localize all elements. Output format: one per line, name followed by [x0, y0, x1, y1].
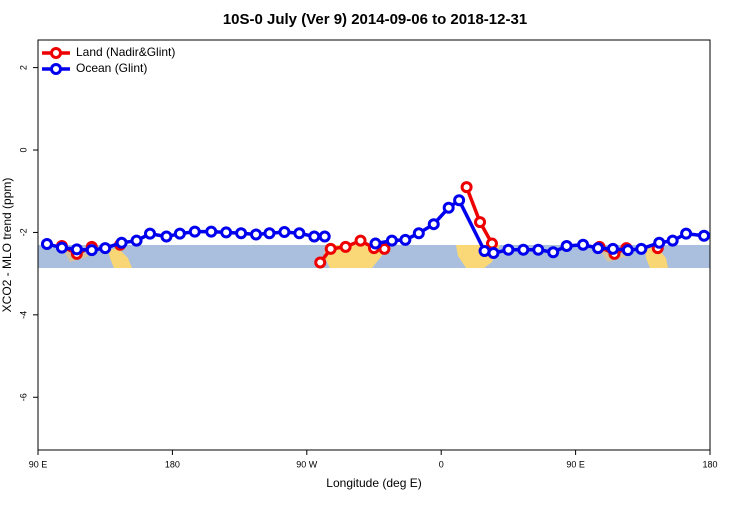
legend-marker	[50, 63, 62, 75]
data-point	[577, 238, 590, 251]
data-point	[385, 234, 398, 247]
data-point	[263, 227, 276, 240]
plot-frame	[37, 39, 711, 451]
data-point	[70, 243, 83, 256]
data-point	[278, 226, 291, 239]
data-point	[115, 236, 128, 249]
data-point	[532, 243, 545, 256]
data-point	[442, 201, 455, 214]
x-tick-label: 90 W	[296, 459, 318, 469]
x-tick-label: 180	[165, 459, 180, 469]
data-point	[487, 247, 500, 260]
data-point	[250, 228, 263, 241]
y-tick-label: 2	[18, 65, 28, 70]
data-point	[339, 240, 352, 253]
y-tick-label: -2	[18, 228, 28, 236]
data-point	[314, 256, 327, 269]
y-tick-label: -4	[18, 311, 28, 319]
data-point	[460, 181, 473, 194]
x-axis-label: Longitude (deg E)	[326, 476, 421, 490]
data-point	[453, 194, 466, 207]
y-tick-label: 0	[18, 148, 28, 153]
legend-label: Land (Nadir&Glint)	[76, 45, 175, 59]
data-point	[354, 234, 367, 247]
data-point	[130, 234, 143, 247]
legend-marker	[50, 47, 62, 59]
data-point	[592, 242, 604, 255]
x-tick-label: 0	[439, 459, 444, 469]
data-point	[560, 240, 573, 253]
data-point	[427, 218, 440, 231]
data-point	[308, 230, 321, 243]
x-tick-label: 90 E	[566, 459, 585, 469]
data-point	[698, 229, 711, 242]
data-point	[99, 242, 112, 255]
data-point	[502, 243, 515, 256]
data-point	[173, 227, 186, 240]
data-point	[40, 237, 53, 250]
chart-title: 10S-0 July (Ver 9) 2014-09-06 to 2018-12…	[223, 11, 527, 28]
legend-label: Ocean (Glint)	[76, 61, 147, 75]
data-point	[205, 225, 218, 238]
data-point	[85, 244, 98, 257]
data-point	[318, 230, 331, 243]
data-point	[680, 227, 693, 240]
data-point	[547, 246, 560, 259]
data-point	[635, 242, 648, 255]
data-point	[378, 242, 391, 255]
data-point	[412, 227, 425, 240]
data-point	[621, 244, 634, 257]
data-point	[188, 225, 201, 238]
y-axis-label: XCO2 - MLO trend (ppm)	[0, 178, 14, 313]
data-point	[517, 243, 530, 256]
data-point	[293, 227, 306, 240]
data-point	[144, 227, 156, 240]
data-point	[485, 237, 498, 250]
data-point	[235, 227, 248, 240]
data-point	[369, 237, 382, 250]
y-tick-label: -6	[18, 393, 28, 401]
data-point	[160, 230, 173, 243]
data-point	[666, 234, 679, 247]
data-point	[220, 226, 233, 239]
data-point	[606, 242, 619, 255]
data-point	[474, 216, 487, 229]
data-point	[653, 236, 666, 249]
data-point	[55, 241, 68, 254]
data-point	[324, 242, 337, 255]
x-tick-label: 90 E	[29, 459, 48, 469]
x-tick-label: 180	[702, 459, 717, 469]
data-point	[399, 233, 412, 246]
